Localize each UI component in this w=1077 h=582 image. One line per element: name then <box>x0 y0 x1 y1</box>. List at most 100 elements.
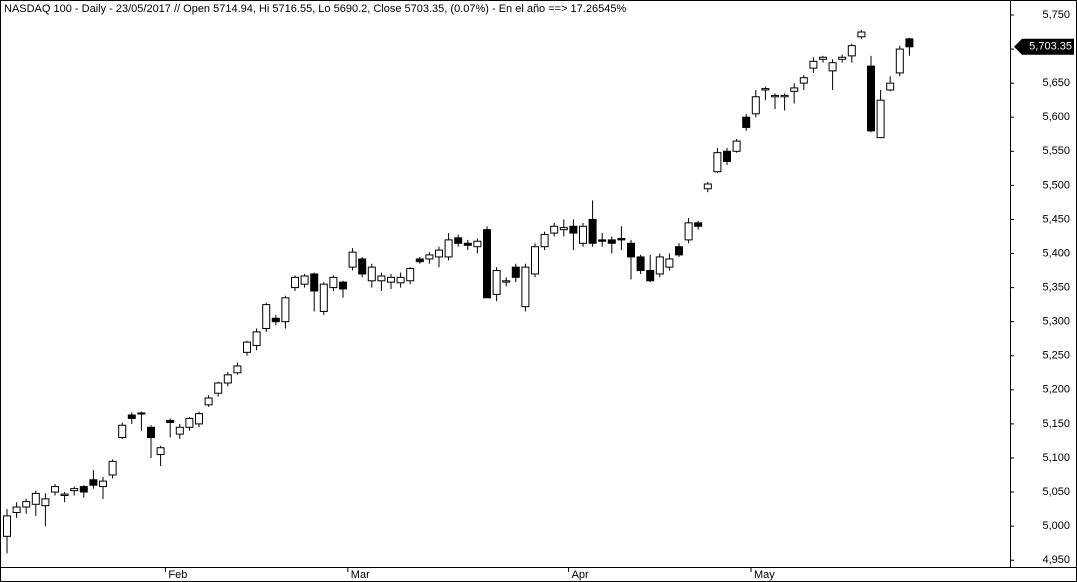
up-body <box>550 225 559 234</box>
y-tick-label: 5,350 <box>1042 281 1070 293</box>
x-tick-label: Feb <box>168 569 187 581</box>
up-body <box>790 87 799 92</box>
up-body <box>108 460 117 476</box>
up-body <box>684 222 693 241</box>
y-tick-label: 5,750 <box>1042 9 1070 21</box>
up-body <box>838 56 847 60</box>
down-body <box>127 414 136 419</box>
up-body <box>828 62 837 72</box>
up-body <box>329 276 338 289</box>
up-body <box>847 45 856 57</box>
y-tick-label: 5,150 <box>1042 418 1070 430</box>
up-body <box>367 266 376 282</box>
down-body <box>598 239 607 242</box>
down-body <box>463 242 472 246</box>
up-body <box>521 266 530 308</box>
up-body <box>223 374 232 384</box>
up-body <box>60 493 69 496</box>
up-body <box>319 283 328 312</box>
up-body <box>703 183 712 190</box>
down-body <box>358 258 367 275</box>
up-body <box>252 331 261 347</box>
up-body <box>118 424 127 439</box>
up-body <box>665 258 674 268</box>
up-body <box>857 31 866 38</box>
y-tick-label: 5,550 <box>1042 145 1070 157</box>
up-body <box>713 152 722 173</box>
chart-title: NASDAQ 100 - Daily - 23/05/2017 // Open … <box>4 3 626 15</box>
up-body <box>444 239 453 258</box>
up-body <box>732 140 741 152</box>
y-tick-label: 5,050 <box>1042 486 1070 498</box>
up-body <box>540 233 549 248</box>
x-tick-label: Apr <box>572 569 589 581</box>
down-body <box>271 317 280 323</box>
y-tick-label: 5,650 <box>1042 77 1070 89</box>
up-body <box>876 99 885 139</box>
up-body <box>175 426 184 435</box>
y-tick-label: 5,000 <box>1042 520 1070 532</box>
down-body <box>483 229 491 299</box>
up-body <box>195 413 203 425</box>
y-tick-label: 5,450 <box>1042 213 1070 225</box>
up-body <box>51 486 59 493</box>
down-body <box>646 270 655 282</box>
up-body <box>895 48 904 74</box>
up-body <box>761 88 770 91</box>
up-body <box>233 365 242 374</box>
up-body <box>31 492 40 505</box>
up-body <box>281 297 290 323</box>
up-body <box>473 240 482 248</box>
last-price-tag <box>1014 38 1074 55</box>
up-body <box>214 382 223 394</box>
down-body <box>569 225 578 234</box>
down-body <box>79 486 88 493</box>
up-body <box>387 276 395 283</box>
up-body <box>559 227 568 231</box>
down-body <box>166 419 175 424</box>
x-tick-label: May <box>754 569 775 581</box>
up-body <box>262 304 271 329</box>
up-body <box>502 280 511 283</box>
up-body <box>809 60 818 69</box>
y-tick-label: 4,950 <box>1042 554 1070 566</box>
down-body <box>905 38 914 48</box>
up-body <box>425 254 434 260</box>
down-body <box>723 150 731 163</box>
up-body <box>492 270 501 295</box>
down-body <box>588 218 597 244</box>
up-body <box>12 506 21 513</box>
up-body <box>291 276 299 289</box>
up-body <box>348 251 357 268</box>
up-body <box>396 276 405 284</box>
up-body <box>99 480 107 488</box>
up-body <box>406 268 415 282</box>
down-body <box>607 239 616 244</box>
down-body <box>617 238 626 241</box>
y-tick-label: 5,300 <box>1042 316 1070 328</box>
up-body <box>780 94 789 98</box>
up-body <box>3 515 11 537</box>
up-body <box>300 275 309 285</box>
up-body <box>204 397 213 406</box>
down-body <box>627 242 635 258</box>
up-body <box>156 447 165 456</box>
y-tick-label: 5,100 <box>1042 452 1070 464</box>
up-body <box>70 488 79 492</box>
x-tick-label: Mar <box>351 569 370 581</box>
up-body <box>185 417 194 428</box>
up-body <box>819 56 827 60</box>
last-price-label: 5,703.35 <box>1029 41 1072 53</box>
y-tick-label: 5,400 <box>1042 247 1070 259</box>
down-body <box>742 116 751 128</box>
up-body <box>886 82 895 91</box>
y-tick-label: 5,250 <box>1042 350 1070 362</box>
up-body <box>22 501 31 508</box>
down-body <box>339 281 347 290</box>
down-body <box>636 256 645 272</box>
y-tick-label: 5,600 <box>1042 111 1070 123</box>
down-body <box>89 479 98 486</box>
down-body <box>511 266 520 278</box>
up-body <box>751 96 760 115</box>
